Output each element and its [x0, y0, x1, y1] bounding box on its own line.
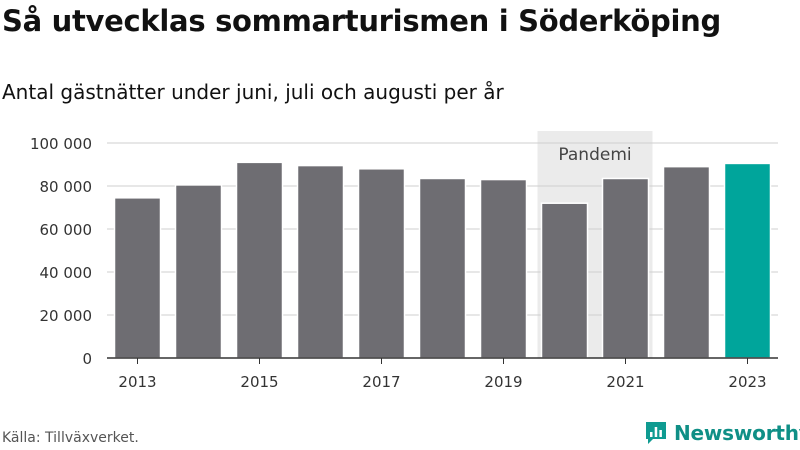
- source-note: Källa: Tillväxverket.: [2, 430, 139, 446]
- y-tick-label: 80 000: [40, 178, 93, 196]
- y-tick-label: 0: [82, 350, 92, 368]
- bar-2017: [357, 168, 406, 359]
- bar-2019: [479, 178, 528, 359]
- bar-2018: [418, 177, 467, 359]
- x-tick-label: 2019: [484, 373, 522, 391]
- x-tick-label: 2023: [728, 373, 766, 391]
- brand-logo: Newsworthy: [644, 420, 800, 446]
- x-tick-label: 2015: [240, 373, 278, 391]
- y-tick-label: 20 000: [40, 307, 93, 325]
- x-tick-label: 2013: [118, 373, 156, 391]
- bar-2014: [174, 184, 223, 359]
- x-tick-label: 2017: [362, 373, 400, 391]
- bar-2021: [601, 177, 650, 359]
- y-tick-label: 40 000: [40, 264, 93, 282]
- bar-2020: [540, 202, 589, 359]
- y-tick-label: 60 000: [40, 221, 93, 239]
- bar-2016: [296, 164, 345, 359]
- pandemic-label: Pandemi: [558, 145, 631, 165]
- newsworthy-logo-icon: [646, 422, 666, 444]
- bar-2013: [113, 197, 162, 359]
- bar-2023: [723, 162, 772, 359]
- bar-2022: [662, 165, 711, 359]
- y-tick-label: 100 000: [30, 135, 92, 153]
- brand-name: Newsworthy: [674, 421, 800, 445]
- x-tick-label: 2021: [606, 373, 644, 391]
- bar-2015: [235, 161, 284, 359]
- chart-subtitle: Antal gästnätter under juni, juli och au…: [2, 80, 504, 104]
- chart-title: Så utvecklas sommarturismen i Söderköpin…: [2, 4, 721, 38]
